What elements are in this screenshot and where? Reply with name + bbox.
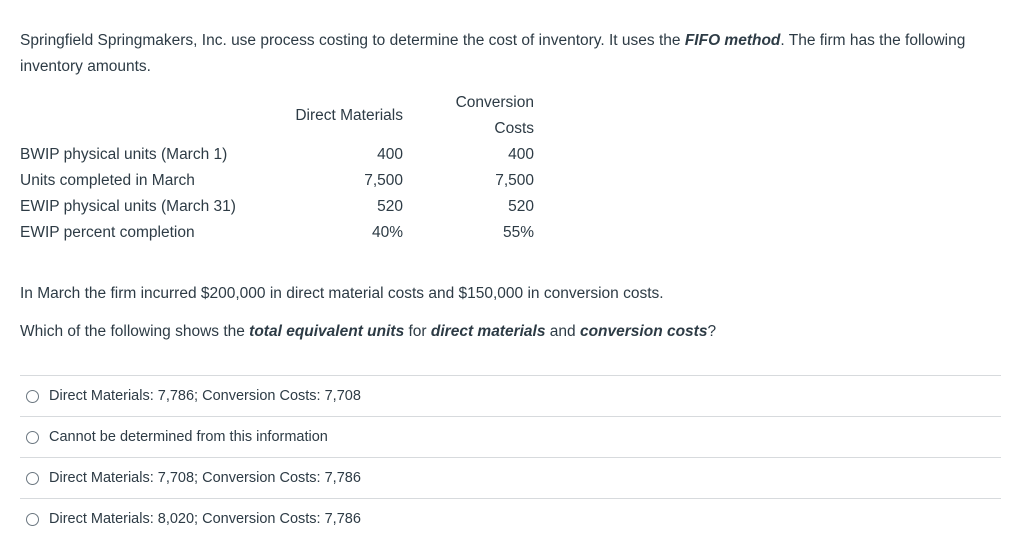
option-text: Cannot be determined from this informati… xyxy=(49,429,328,445)
radio-button[interactable] xyxy=(26,512,39,526)
value-cell: 400 xyxy=(508,146,534,163)
intro-text: Springfield Springmakers, Inc. use proce… xyxy=(20,32,685,49)
value-cell: 55% xyxy=(502,224,534,241)
value-cell: 7,500 xyxy=(495,172,534,189)
emphasis: FIFO method xyxy=(684,32,781,49)
header-cell: Direct Materials xyxy=(295,107,403,124)
value-cell: 7,500 xyxy=(364,172,403,189)
answer-option[interactable]: Cannot be determined from this informati… xyxy=(20,416,1001,457)
emphasis: direct materials xyxy=(430,323,546,340)
option-text: Direct Materials: 7,786; Conversion Cost… xyxy=(49,388,361,404)
answer-option[interactable]: Direct Materials: 7,786; Conversion Cost… xyxy=(20,375,1001,416)
header-row: Direct Materials Conversion Costs xyxy=(16,90,538,142)
options: Direct Materials: 7,786; Conversion Cost… xyxy=(20,375,1001,539)
answer-option[interactable]: Direct Materials: 7,708; Conversion Cost… xyxy=(20,457,1001,498)
costs-text: In March the firm incurred $200,000 in d… xyxy=(20,285,664,302)
radio-button[interactable] xyxy=(26,389,39,403)
header-cell: Conversion Costs xyxy=(455,94,534,137)
question: Which of the following shows the total e… xyxy=(20,323,716,341)
option-text: Direct Materials: 7,708; Conversion Cost… xyxy=(49,470,361,486)
emphasis: conversion costs xyxy=(579,323,708,340)
intro: Springfield Springmakers, Inc. use proce… xyxy=(20,28,1000,80)
value-cell: 520 xyxy=(508,198,534,215)
header-cell xyxy=(16,90,244,142)
row-label: EWIP physical units (March 31) xyxy=(20,198,236,215)
option-text: Direct Materials: 8,020; Conversion Cost… xyxy=(49,511,361,527)
question-text: Which of the following shows the xyxy=(20,323,250,340)
question-text: ? xyxy=(707,323,717,340)
intro-text: . The firm has the following inventory a… xyxy=(20,32,966,75)
table-row: Units completed in March 7,500 7,500 xyxy=(16,168,538,194)
table-row: EWIP physical units (March 31) 520 520 xyxy=(16,194,538,220)
question-text: and xyxy=(545,323,580,340)
inventory-table: Direct Materials Conversion Costs BWIP p… xyxy=(16,90,538,246)
row-label: Units completed in March xyxy=(20,172,195,189)
value-cell: 400 xyxy=(377,146,403,163)
value-cell: 40% xyxy=(371,224,403,241)
answer-option[interactable]: Direct Materials: 8,020; Conversion Cost… xyxy=(20,498,1001,539)
question-text: for xyxy=(404,323,431,340)
row-label: EWIP percent completion xyxy=(20,224,195,241)
table-row: EWIP percent completion 40% 55% xyxy=(16,220,538,246)
radio-button[interactable] xyxy=(26,430,39,444)
table-row: BWIP physical units (March 1) 400 400 xyxy=(16,142,538,168)
radio-button[interactable] xyxy=(26,471,39,485)
value-cell: 520 xyxy=(377,198,403,215)
table-body: BWIP physical units (March 1) 400 400 Units… xyxy=(16,142,538,246)
row-label: BWIP physical units (March 1) xyxy=(20,146,228,163)
emphasis: total equivalent units xyxy=(249,323,405,340)
